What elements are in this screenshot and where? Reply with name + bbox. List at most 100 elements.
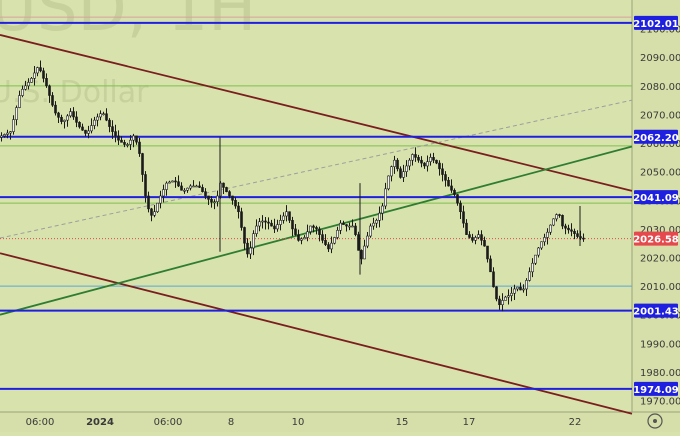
candle-body [93,119,96,126]
trendline[interactable] [0,252,633,415]
candle-body [558,214,561,216]
candle-body [90,125,93,132]
settings-icon[interactable] [647,413,663,429]
candle-body [474,237,477,241]
candle-body [498,298,501,306]
candle-body [543,237,546,243]
candle-body [324,240,327,245]
candle-body [378,212,381,221]
candle-body [33,72,36,79]
candle-body [57,112,60,118]
candle-body [30,78,33,83]
level-label-badge [634,231,678,246]
price-tick-label: 1980.00 [640,368,680,379]
level-label-text: 2041.09 [633,193,679,204]
time-tick-label: 06:00 [26,417,55,428]
candle-body [555,214,558,220]
candle-body [51,95,54,106]
candle-body [273,225,276,230]
dashed-trendline[interactable] [0,99,633,239]
candle-body [531,262,534,273]
candle-body [183,189,186,192]
candle-body [420,159,423,164]
candle-body [246,242,249,255]
candle-body [144,174,147,197]
candle-body [291,220,294,230]
level-label-text: 2062.20 [633,133,679,144]
candle-body [228,191,231,197]
trendline[interactable] [0,34,633,192]
candle-body [567,227,570,231]
candle-body [48,85,51,96]
settings-button[interactable] [647,413,663,429]
candle-body [84,129,87,134]
candle-body [315,227,318,230]
candle-body [297,234,300,241]
candle-body [39,67,42,72]
candle-body [255,225,258,234]
candle-body [105,113,108,121]
candle-body [186,187,189,191]
candle-body [159,195,162,204]
price-tick-label: 2100.00 [640,25,680,36]
candle-body [24,85,27,90]
candle-body [414,154,417,158]
price-tick-label: 2080.00 [640,82,680,93]
candle-body [519,286,522,291]
time-axis-ticks: 06:00 2024 06:00 8 10 15 17 22 [26,417,582,428]
candle-body [267,221,270,224]
time-tick-label: 2024 [86,417,114,428]
candle-body [366,235,369,247]
candle-body [525,280,528,290]
candle-body [405,165,408,172]
candle-body [312,225,315,228]
candle-body [546,231,549,238]
candle-body [390,166,393,177]
candle-body [576,233,579,237]
levels [0,21,632,390]
candle-body [339,222,342,231]
candle-body [111,126,114,132]
candle-body [243,227,246,244]
candle-body [72,111,75,118]
candle-body [453,189,456,195]
candle-body [153,211,156,216]
candle-body [381,205,384,214]
candle-body [258,221,261,227]
candle-body [549,224,552,233]
candle-body [462,211,465,224]
candle-body [123,142,126,145]
price-tick-label: 1990.00 [640,339,680,350]
candle-body [81,126,84,131]
candle-body [165,182,168,190]
candle-body [192,185,195,188]
candle-body [327,244,330,250]
candle-body [348,225,351,228]
candle-body [99,113,102,118]
candle-body [345,224,348,227]
candle-body [528,271,531,281]
candle-body [45,78,48,87]
plot-area [0,0,632,412]
candle-body [117,135,120,141]
candle-body [21,88,24,96]
candle-body [282,215,285,221]
candle-body [180,185,183,191]
time-tick-label: 8 [228,417,234,428]
level-label-text: 2026.58 [633,235,679,246]
candle-body [426,161,429,167]
candle-body [438,162,441,170]
candle-body [15,107,18,120]
price-axis-bg [632,0,680,412]
candle-body [357,234,360,251]
candle-body [276,224,279,230]
candle-body [510,292,513,296]
candle-body [168,181,171,184]
candle-body [210,199,213,203]
candle-body [411,154,414,161]
time-axis-bg [0,412,680,432]
price-tick-label: 2090.00 [640,53,680,64]
candle-body [216,195,219,203]
candle-body [552,218,555,226]
candle-body [234,199,237,207]
